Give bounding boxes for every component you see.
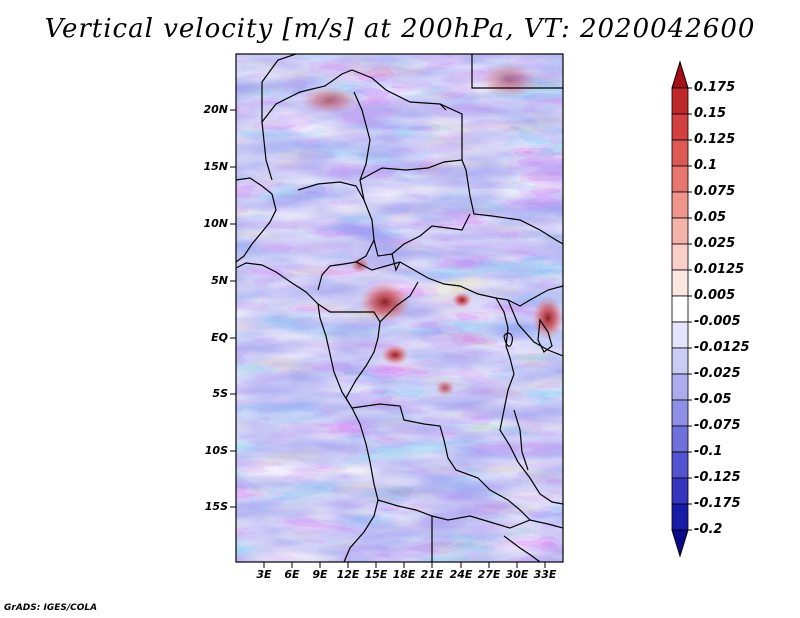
colorbar-label: 0.005 xyxy=(694,288,736,303)
colorbar-label: -0.005 xyxy=(694,314,741,329)
latitude-label: 15S xyxy=(204,500,228,513)
colorbar-segment xyxy=(671,165,689,193)
colorbar-label: 0.025 xyxy=(694,236,736,251)
longitude-label: 3E xyxy=(256,568,272,581)
latitude-label: 5S xyxy=(212,387,228,400)
longitude-label: 9E xyxy=(312,568,328,581)
grads-credit: GrADS: IGES/COLA xyxy=(4,603,98,613)
longitude-label: 12E xyxy=(336,568,360,581)
colorbar-label: -0.125 xyxy=(694,470,741,485)
longitude-ticks xyxy=(263,562,546,568)
longitude-label: 18E xyxy=(392,568,416,581)
colorbar-segment xyxy=(671,139,689,167)
latitude-ticks xyxy=(230,109,236,508)
longitude-label: 6E xyxy=(284,568,300,581)
latitude-label: 15N xyxy=(203,160,228,173)
longitude-label: 15E xyxy=(364,568,388,581)
colorbar-label: 0.05 xyxy=(694,210,727,225)
map-title: Vertical velocity [m/s] at 200hPa, VT: 2… xyxy=(44,14,756,44)
longitude-label: 21E xyxy=(420,568,444,581)
colorbar-segment xyxy=(671,269,689,297)
country-borders xyxy=(236,54,563,562)
colorbar-label: 0.1 xyxy=(694,158,718,173)
colorbar-label: -0.025 xyxy=(694,366,741,381)
colorbar-segment xyxy=(671,243,689,271)
colorbar-segment xyxy=(671,477,689,505)
colorbar-segment xyxy=(671,87,689,115)
colorbar-label: -0.2 xyxy=(694,522,723,537)
colorbar-label: 0.075 xyxy=(694,184,736,199)
colorbar-segment xyxy=(671,113,689,141)
longitude-label: 30E xyxy=(505,568,529,581)
longitude-label: 24E xyxy=(449,568,473,581)
longitude-label: 33E xyxy=(533,568,557,581)
colorbar-segment xyxy=(671,425,689,453)
colorbar-label: -0.0125 xyxy=(694,340,750,355)
colorbar-segment xyxy=(671,191,689,219)
colorbar-label: 0.15 xyxy=(694,106,727,121)
latitude-label: EQ xyxy=(211,331,228,344)
colorbar-segment xyxy=(671,399,689,427)
colorbar-label: 0.0125 xyxy=(694,262,745,277)
colorbar-label: -0.1 xyxy=(694,444,723,459)
colorbar-segment xyxy=(671,217,689,245)
latitude-label: 10S xyxy=(204,444,228,457)
colorbar-segment xyxy=(671,451,689,479)
colorbar-segment xyxy=(671,295,689,323)
latitude-label: 10N xyxy=(203,217,228,230)
colorbar-min-arrow xyxy=(671,529,689,558)
longitude-label: 27E xyxy=(477,568,501,581)
colorbar-label: -0.175 xyxy=(694,496,741,511)
colorbar xyxy=(671,60,692,558)
colorbar-label: 0.125 xyxy=(694,132,736,147)
colorbar-max-arrow xyxy=(671,60,689,89)
colorbar-label: -0.05 xyxy=(694,392,732,407)
map-plot-area xyxy=(235,53,564,563)
colorbar-segment xyxy=(671,373,689,401)
colorbar-segment xyxy=(671,321,689,349)
colorbar-segment xyxy=(671,347,689,375)
plot-frame xyxy=(235,53,564,563)
colorbar-segment xyxy=(671,503,689,531)
colorbar-label: 0.175 xyxy=(694,80,736,95)
latitude-label: 20N xyxy=(203,103,228,116)
colorbar-label: -0.075 xyxy=(694,418,741,433)
latitude-label: 5N xyxy=(211,274,228,287)
